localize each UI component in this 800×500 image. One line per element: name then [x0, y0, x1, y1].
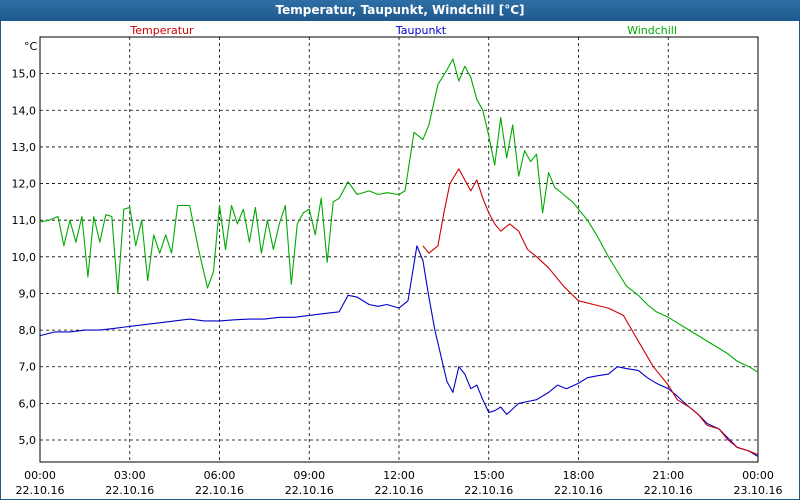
- y-tick-label: 10,0: [12, 251, 37, 264]
- y-tick-label: 11,0: [12, 214, 37, 227]
- y-tick-label: 7,0: [19, 361, 37, 374]
- x-tick-date-label: 22.10.16: [554, 484, 603, 497]
- y-tick-label: 14,0: [12, 104, 37, 117]
- y-tick-label: 13,0: [12, 141, 37, 154]
- series-line-temperatur: [422, 168, 759, 456]
- series-line-windchill: [39, 58, 759, 373]
- x-tick-time-label: 00:00: [742, 469, 774, 482]
- x-tick-time-label: 12:00: [383, 469, 415, 482]
- y-axis-unit-label: °C: [24, 40, 38, 53]
- x-tick-date-label: 22.10.16: [105, 484, 154, 497]
- x-tick-date-label: 22.10.16: [644, 484, 693, 497]
- x-tick-date-label: 22.10.16: [375, 484, 424, 497]
- x-tick-time-label: 03:00: [114, 469, 146, 482]
- x-tick-date-label: 22.10.16: [16, 484, 65, 497]
- y-tick-label: 9,0: [19, 287, 37, 300]
- x-tick-date-label: 22.10.16: [464, 484, 513, 497]
- chart-frame: [0, 20, 800, 500]
- x-tick-date-label: 23.10.16: [734, 484, 783, 497]
- x-tick-date-label: 22.10.16: [195, 484, 244, 497]
- x-tick-time-label: 06:00: [204, 469, 236, 482]
- x-tick-date-label: 22.10.16: [285, 484, 334, 497]
- x-tick-time-label: 09:00: [293, 469, 325, 482]
- x-tick-time-label: 18:00: [563, 469, 595, 482]
- plot-area-border: [39, 36, 759, 463]
- x-tick-time-label: 21:00: [652, 469, 684, 482]
- y-tick-label: 12,0: [12, 178, 37, 191]
- x-tick-time-label: 00:00: [24, 469, 56, 482]
- y-tick-label: 8,0: [19, 324, 37, 337]
- series-line-taupunkt: [39, 245, 759, 457]
- x-tick-time-label: 15:00: [473, 469, 505, 482]
- y-tick-label: 5,0: [19, 434, 37, 447]
- y-tick-label: 6,0: [19, 397, 37, 410]
- legend-windchill: Windchill: [627, 24, 677, 37]
- y-tick-label: 15,0: [12, 68, 37, 81]
- chart-window-title: Temperatur, Taupunkt, Windchill [°C]: [0, 0, 800, 20]
- legend-temperatur: Temperatur: [129, 24, 194, 37]
- legend-taupunkt: Taupunkt: [395, 24, 447, 37]
